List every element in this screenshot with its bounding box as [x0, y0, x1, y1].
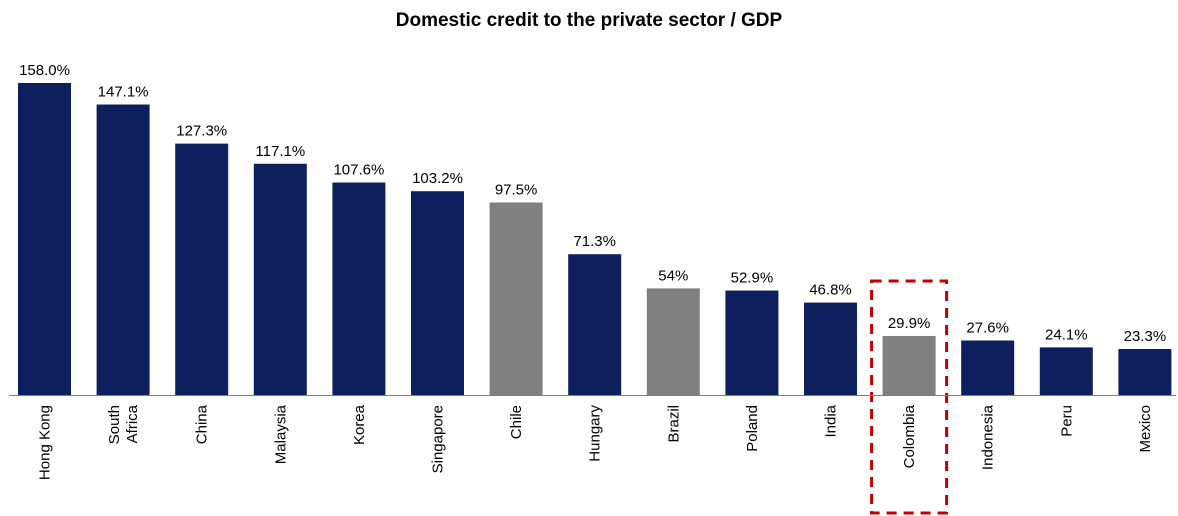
bar-india	[804, 302, 857, 395]
svg-text:Colombia: Colombia	[901, 404, 918, 468]
value-label-south-africa: 147.1%	[98, 84, 149, 101]
category-label-hungary: Hungary	[587, 405, 604, 462]
bar-singapore	[411, 191, 464, 395]
svg-text:Mexico: Mexico	[1137, 405, 1154, 453]
value-label-brazil: 54%	[658, 267, 688, 284]
category-label-colombia: Colombia	[901, 404, 918, 468]
category-label-south-africa: South Africa	[106, 404, 141, 444]
value-label-hong-kong: 158.0%	[19, 62, 70, 79]
category-label-singapore: Singapore	[430, 405, 447, 473]
svg-text:Africa: Africa	[124, 404, 141, 443]
bar-poland	[725, 290, 779, 395]
svg-text:Hungary: Hungary	[587, 405, 604, 462]
bar-south-africa	[96, 104, 150, 395]
value-label-china: 127.3%	[176, 123, 227, 140]
value-label-colombia: 29.9%	[888, 315, 931, 332]
category-label-hong-kong: Hong Kong	[37, 405, 54, 480]
bar-korea	[332, 182, 386, 395]
svg-text:Hong Kong: Hong Kong	[37, 405, 54, 480]
bar-chile	[489, 202, 543, 395]
category-label-brazil: Brazil	[665, 405, 682, 443]
svg-text:China: China	[194, 404, 211, 444]
svg-text:Indonesia: Indonesia	[980, 404, 997, 470]
bar-hong-kong	[18, 83, 71, 395]
bar-mexico	[1118, 348, 1172, 395]
category-label-mexico: Mexico	[1137, 405, 1154, 453]
bar-colombia	[882, 335, 936, 395]
bar-brazil	[646, 288, 700, 395]
value-label-singapore: 103.2%	[412, 170, 463, 187]
category-label-poland: Poland	[744, 405, 761, 452]
value-label-korea: 107.6%	[333, 162, 384, 179]
value-label-malaysia: 117.1%	[255, 143, 305, 160]
svg-text:Singapore: Singapore	[430, 405, 447, 473]
svg-text:Chile: Chile	[508, 405, 525, 439]
category-label-india: India	[823, 404, 840, 437]
chart-title: Domestic credit to the private sector / …	[395, 10, 783, 31]
value-label-poland: 52.9%	[731, 270, 774, 287]
category-label-chile: Chile	[508, 405, 525, 439]
value-label-chile: 97.5%	[495, 181, 538, 198]
highlight-box	[870, 279, 949, 515]
svg-text:Poland: Poland	[744, 405, 761, 452]
bar-malaysia	[253, 163, 307, 395]
svg-text:Korea: Korea	[351, 404, 368, 445]
category-label-peru: Peru	[1058, 405, 1075, 437]
bar-indonesia	[961, 340, 1015, 395]
category-label-china: China	[194, 404, 211, 444]
category-label-malaysia: Malaysia	[272, 404, 289, 464]
bar-china	[175, 143, 229, 395]
bar-peru	[1039, 347, 1093, 395]
category-label-korea: Korea	[351, 404, 368, 445]
value-label-hungary: 71.3%	[573, 233, 616, 250]
category-label-indonesia: Indonesia	[980, 404, 997, 470]
svg-text:India: India	[823, 404, 840, 437]
value-label-india: 46.8%	[809, 282, 852, 299]
svg-text:South: South	[106, 405, 123, 444]
value-label-indonesia: 27.6%	[966, 319, 1009, 336]
svg-text:Peru: Peru	[1058, 405, 1075, 437]
bar-hungary	[568, 254, 622, 395]
svg-text:Malaysia: Malaysia	[272, 404, 289, 464]
value-label-peru: 24.1%	[1045, 326, 1088, 343]
svg-text:Brazil: Brazil	[665, 405, 682, 443]
value-label-mexico: 23.3%	[1124, 328, 1167, 345]
